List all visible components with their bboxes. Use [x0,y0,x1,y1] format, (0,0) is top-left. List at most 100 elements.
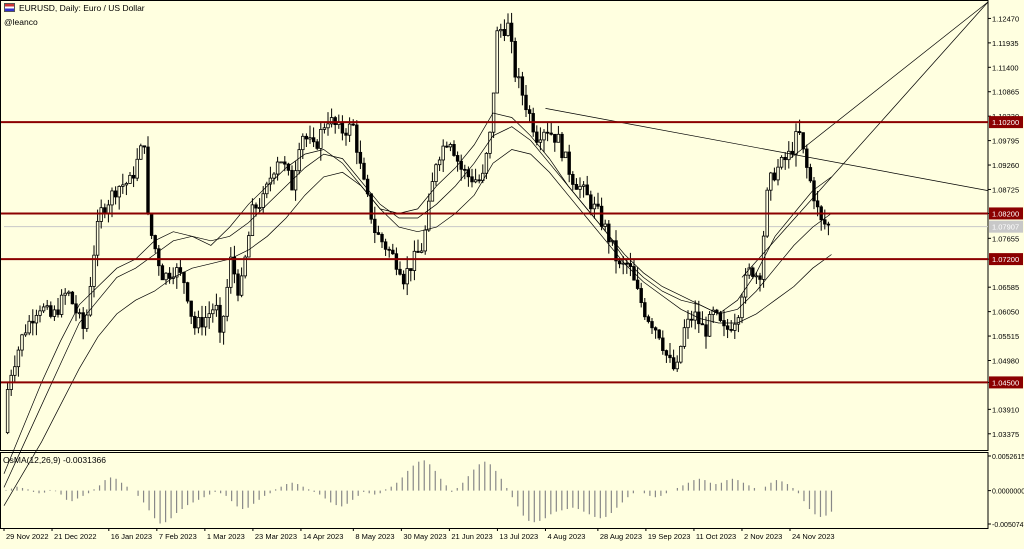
candle-body [661,337,665,351]
candle-body [149,212,154,236]
candle-body [484,152,489,174]
trendline [741,1,989,278]
candle-body [639,288,643,304]
x-tick-label: 28 Aug 2023 [600,532,642,541]
candle-body [563,151,568,159]
candle-body [502,29,507,36]
x-tick-label: 21 Dec 2022 [54,532,97,541]
candle-body [189,300,193,317]
candle-body [383,241,388,250]
candle-body [783,156,787,161]
level-tag-label: 1.07200 [992,255,1019,264]
osma-y-tick-label: 0.0000000 [992,489,1024,496]
candle-body [599,205,604,227]
candle-body [488,131,492,154]
candle-body [20,334,24,351]
x-tick-label: 29 Nov 2022 [6,532,49,541]
candle-body [347,123,352,136]
candle-body [632,266,636,281]
candle-body [401,273,406,285]
candle-body [167,272,172,279]
candle-body [412,250,417,271]
candle-body [779,156,784,168]
candle-body [247,235,251,258]
candle-body [704,324,708,337]
x-tick-label: 4 Aug 2023 [547,532,585,541]
candle-body [556,133,561,143]
flag-icon [4,3,15,12]
candle-body [373,218,377,234]
candle-body [221,315,226,333]
x-tick-label: 11 Oct 2023 [696,532,736,541]
candle-body [797,131,802,134]
candle-body [758,275,762,280]
candle-body [239,275,244,296]
candle-body [265,183,269,195]
candle-body [671,357,676,370]
candle-body [315,141,319,149]
candle-body [128,174,132,184]
candle-body [625,262,629,265]
candle-body [448,144,453,148]
candle-body [340,121,345,134]
level-tag [989,253,1023,266]
candle-body [754,275,759,278]
candle-body [351,123,355,126]
candle-body [686,318,690,329]
candle-body [394,253,399,270]
candle-body [95,221,100,256]
candle-body [329,117,334,125]
candle-body [614,240,618,262]
candle-body [113,190,118,198]
candle-body [808,167,813,182]
candle-body [794,131,798,155]
candle-body [322,127,327,130]
candle-body [527,109,532,114]
candle-body [41,306,46,312]
candle-body [34,314,39,324]
candle-body [157,248,161,267]
candle-body [664,350,669,356]
current-price-label: 1.07907 [992,223,1019,232]
candle-body [164,272,168,281]
candle-body [553,133,557,143]
candle-body [423,229,427,252]
candle-body [63,292,67,296]
moving-average-line [3,149,832,506]
candle-body [769,172,773,191]
moving-average-line [3,112,832,474]
candle-body [85,314,89,329]
y-tick-label: 1.11935 [992,39,1019,48]
candle-body [398,268,402,275]
main-pane-frame [0,0,989,451]
candle-body [301,135,305,151]
y-tick-label: 1.12470 [992,14,1019,23]
candle-body [308,137,312,140]
candle-body [689,318,694,321]
candle-body [589,194,593,210]
candle-body [38,310,42,316]
candle-body [45,305,49,308]
candle-body [236,273,240,296]
candle-body [581,184,586,187]
candle-body [243,256,247,277]
candle-body [106,204,111,215]
candle-body [142,145,147,148]
y-tick-label: 1.09260 [992,161,1019,170]
candle-body [110,190,114,206]
candle-body [643,302,647,318]
candle-body [254,204,258,209]
y-tick-label: 1.11400 [992,63,1019,72]
candle-body [16,349,21,368]
candle-body [682,327,687,347]
level-tag-label: 1.10200 [992,118,1019,127]
candle-body [214,304,219,311]
candle-body [711,309,715,315]
candle-body [362,162,366,180]
x-tick-label: 30 May 2023 [403,532,446,541]
candle-body [520,76,525,96]
candle-body [283,161,287,165]
candle-body [365,178,370,195]
candle-body [376,232,381,235]
